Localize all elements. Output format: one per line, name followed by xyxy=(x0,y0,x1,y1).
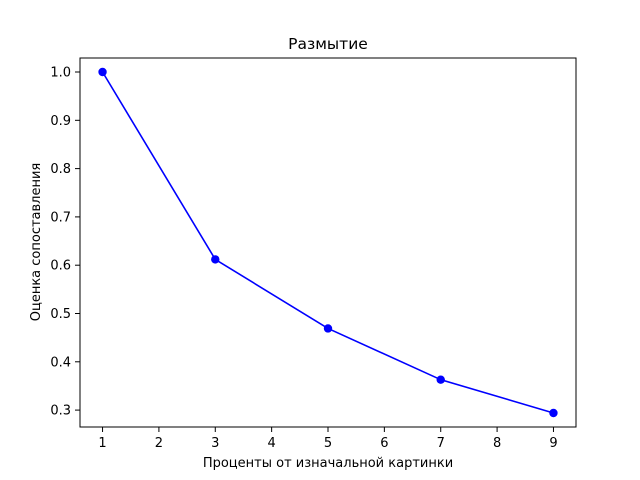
x-axis: 1 2 3 4 5 6 7 8 9 xyxy=(98,427,558,451)
y-axis: 0.3 0.4 0.5 0.6 0.7 0.8 0.9 1.0 xyxy=(50,66,80,419)
x-tick-label: 3 xyxy=(211,436,219,451)
x-tick-label: 8 xyxy=(493,436,501,451)
y-tick-label: 1.0 xyxy=(50,66,71,81)
y-tick-label: 0.9 xyxy=(50,114,71,129)
data-point xyxy=(436,375,445,384)
y-tick-label: 0.3 xyxy=(50,404,71,419)
x-tick-label: 4 xyxy=(267,436,275,451)
x-tick-label: 5 xyxy=(324,436,332,451)
y-tick-label: 0.5 xyxy=(50,307,71,322)
y-tick-label: 0.8 xyxy=(50,162,71,177)
x-tick-label: 6 xyxy=(380,436,388,451)
data-point xyxy=(98,67,107,77)
plot-area xyxy=(98,67,558,418)
y-axis-label: Оценка сопоставления xyxy=(29,163,44,322)
data-point xyxy=(549,408,558,418)
data-point xyxy=(323,324,333,333)
x-tick-label: 1 xyxy=(98,436,106,451)
x-tick-label: 7 xyxy=(437,436,445,451)
y-tick-label: 0.4 xyxy=(50,355,71,370)
y-tick-label: 0.6 xyxy=(50,259,71,274)
chart-title: Размытие xyxy=(288,35,368,53)
x-axis-label: Проценты от изначальной картинки xyxy=(203,456,453,471)
y-tick-label: 0.7 xyxy=(50,210,71,225)
data-point xyxy=(211,255,220,264)
x-tick-label: 9 xyxy=(549,436,557,451)
x-tick-label: 2 xyxy=(155,436,163,451)
